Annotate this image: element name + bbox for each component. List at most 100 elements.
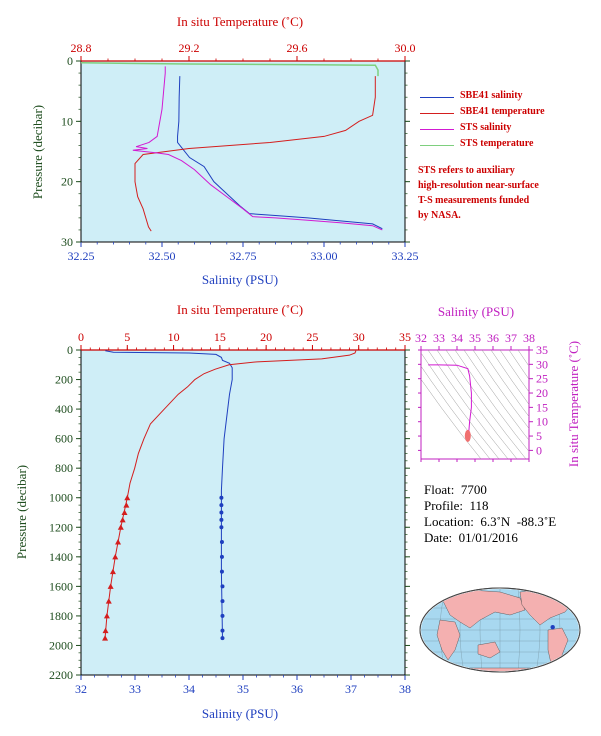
temperature-tick-label: 35: [399, 330, 411, 344]
temperature-marker: [115, 539, 122, 545]
pressure-tick-label: 1800: [49, 609, 73, 623]
ts-temperature-tick-label: 0: [536, 443, 542, 457]
temperature-marker: [112, 553, 119, 560]
salinity-tick-label: 32: [75, 682, 87, 696]
salinity-marker: [220, 599, 225, 604]
note-line: high-resolution near-surface: [418, 180, 539, 191]
salinity-marker: [220, 636, 225, 641]
temperature-tick-label: 30: [353, 330, 365, 344]
pressure-tick-label: 1400: [49, 550, 73, 564]
pressure-tick-label: 200: [55, 373, 73, 387]
top-temperature-axis-label: In situ Temperature (˚C): [177, 14, 303, 29]
bottom-salinity-axis-label: Salinity (PSU): [202, 706, 278, 721]
world-map: [419, 587, 581, 673]
temperature-marker: [105, 598, 112, 604]
ts-temperature-tick-label: 25: [536, 372, 548, 386]
temperature-marker: [121, 509, 128, 515]
temperature-tick-label: 28.8: [71, 41, 92, 55]
salinity-tick-label: 33.00: [311, 249, 338, 263]
temperature-marker: [123, 502, 130, 508]
salinity-tick-label: 32.75: [230, 249, 257, 263]
legend-label: SBE41 salinity: [460, 90, 523, 101]
float-info: Float: 7700: [424, 482, 487, 497]
legend-label: STS salinity: [460, 122, 512, 133]
ts-deep-cluster: [464, 429, 471, 442]
salinity-tick-label: 32.25: [68, 249, 95, 263]
temperature-marker: [107, 583, 114, 589]
ts-profile-line: [428, 364, 472, 439]
pressure-tick-label: 1000: [49, 491, 73, 505]
date-info: Date: 01/01/2016: [424, 530, 518, 545]
pressure-tick-label: 2200: [49, 668, 73, 682]
ts-salinity-axis-label: Salinity (PSU): [438, 304, 514, 319]
ts-salinity-tick-label: 38: [523, 331, 535, 345]
temperature-tick-label: 29.6: [287, 41, 308, 55]
ts-salinity-tick-label: 33: [433, 331, 445, 345]
salinity-marker: [219, 525, 224, 530]
temperature-tick-label: 5: [124, 330, 130, 344]
pressure-tick-label: 20: [61, 175, 73, 189]
salinity-marker: [220, 628, 225, 633]
salinity-tick-label: 37: [345, 682, 357, 696]
note-line: STS refers to auxiliary: [418, 165, 515, 176]
salinity-marker: [220, 584, 225, 589]
ts-salinity-tick-label: 32: [415, 331, 427, 345]
note-line: T-S measurements funded: [418, 195, 530, 206]
legend-label: SBE41 temperature: [460, 106, 545, 117]
temperature-tick-label: 10: [168, 330, 180, 344]
temperature-marker: [102, 627, 109, 634]
salinity-tick-label: 38: [399, 682, 411, 696]
ts-temperature-axis-label: In situ Temperature (˚C): [566, 341, 581, 467]
temperature-marker: [102, 635, 109, 641]
bottom-plot-area: [80, 349, 406, 676]
temperature-tick-label: 29.2: [179, 41, 200, 55]
salinity-marker: [219, 495, 224, 500]
salinity-marker: [220, 613, 225, 618]
pressure-tick-label: 30: [61, 235, 73, 249]
temperature-marker: [103, 612, 110, 619]
salinity-tick-label: 32.50: [149, 249, 176, 263]
salinity-marker: [219, 569, 224, 574]
temperature-marker: [124, 494, 131, 501]
temperature-tick-label: 20: [260, 330, 272, 344]
salinity-tick-label: 33.25: [392, 249, 419, 263]
pressure-tick-label: 0: [67, 343, 73, 357]
ts-salinity-tick-label: 34: [451, 331, 463, 345]
top-plot-area: [80, 60, 406, 243]
ts-diagram: Salinity (PSU) In situ Temperature (˚C) …: [415, 304, 581, 467]
bottom-temperature-axis-label: In situ Temperature (˚C): [177, 302, 303, 317]
series-line-sbe41-salinity: [177, 76, 383, 230]
ts-temperature-tick-label: 35: [536, 343, 548, 357]
salinity-marker: [219, 540, 224, 545]
ts-temperature-tick-label: 30: [536, 357, 548, 371]
series-line-sbe41-temperature: [134, 76, 376, 232]
salinity-marker: [219, 517, 224, 522]
salinity-marker: [219, 503, 224, 508]
temperature-tick-label: 30.0: [395, 41, 416, 55]
series-line-sts-temperature: [80, 62, 379, 77]
pressure-tick-label: 600: [55, 432, 73, 446]
temperature-marker: [119, 516, 126, 523]
legend-label: STS temperature: [460, 138, 534, 149]
bottom-chart: In situ Temperature (˚C) Salinity (PSU) …: [14, 302, 411, 721]
ts-salinity-tick-label: 37: [505, 331, 517, 345]
salinity-tick-label: 34: [183, 682, 195, 696]
pressure-tick-label: 2000: [49, 638, 73, 652]
temperature-tick-label: 25: [306, 330, 318, 344]
sts-note: STS refers to auxiliary high-resolution …: [418, 163, 539, 223]
ts-salinity-tick-label: 35: [469, 331, 481, 345]
pressure-tick-label: 1600: [49, 579, 73, 593]
ts-temperature-tick-label: 15: [536, 400, 548, 414]
temperature-tick-label: 15: [214, 330, 226, 344]
salinity-tick-label: 36: [291, 682, 303, 696]
ts-temperature-tick-label: 5: [536, 429, 542, 443]
pressure-tick-label: 10: [61, 114, 73, 128]
salinity-tick-label: 35: [237, 682, 249, 696]
top-chart: In situ Temperature (˚C) Salinity (PSU) …: [30, 14, 419, 287]
bottom-pressure-axis-label: Pressure (decibar): [14, 465, 29, 559]
ts-temperature-tick-label: 10: [536, 415, 548, 429]
top-salinity-axis-label: Salinity (PSU): [202, 272, 278, 287]
profile-info: Profile: 118: [424, 498, 489, 513]
salinity-marker: [219, 510, 224, 515]
